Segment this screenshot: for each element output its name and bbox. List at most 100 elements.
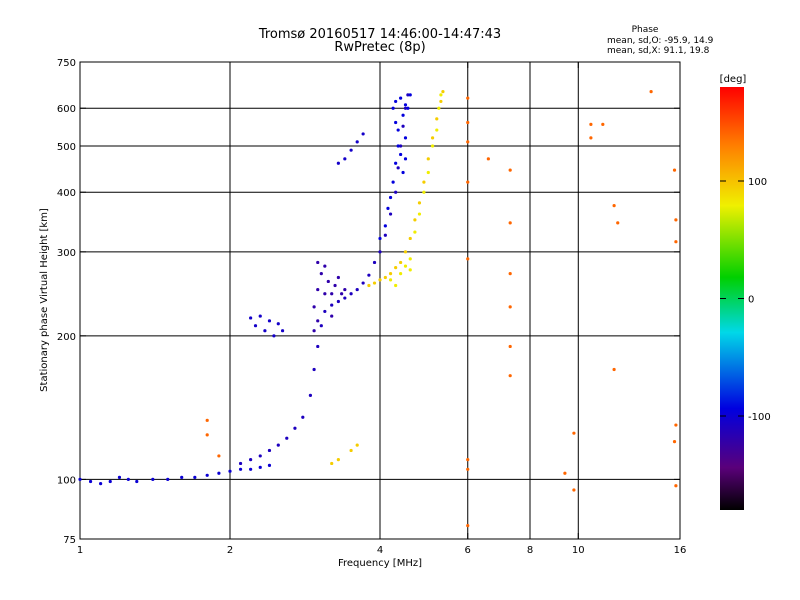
data-point — [403, 103, 408, 107]
data-point — [466, 524, 470, 528]
data-point — [378, 278, 382, 282]
data-point — [601, 122, 605, 126]
data-point — [403, 157, 408, 161]
colorbar-tick-label: -100 — [748, 412, 771, 423]
data-point — [238, 467, 243, 471]
data-point — [403, 136, 408, 140]
data-point — [417, 212, 422, 216]
data-point — [394, 161, 398, 165]
data-point — [396, 144, 400, 148]
y-axis-label: Stationary phase Virtual Height [km] — [39, 208, 50, 392]
data-point — [674, 218, 678, 222]
data-point — [267, 319, 272, 323]
data-point — [399, 144, 403, 148]
data-point — [258, 465, 262, 469]
data-point — [466, 257, 470, 261]
data-point — [340, 292, 344, 296]
data-point — [413, 218, 417, 222]
data-point — [674, 240, 678, 244]
data-point — [349, 448, 353, 453]
data-point — [267, 448, 272, 453]
data-point — [319, 324, 323, 328]
data-point — [508, 221, 512, 225]
data-point — [486, 157, 490, 161]
data-point — [205, 418, 209, 422]
data-point — [355, 140, 359, 144]
data-point — [401, 113, 405, 117]
y-tick-label: 300 — [57, 248, 76, 259]
data-point — [612, 203, 616, 208]
data-point — [403, 250, 408, 254]
data-point — [355, 443, 359, 447]
data-point — [674, 423, 678, 427]
y-tick-label: 100 — [57, 475, 76, 486]
data-point — [349, 292, 353, 296]
data-point — [672, 440, 677, 444]
y-tick-label: 200 — [57, 332, 76, 343]
data-point — [417, 201, 422, 205]
data-point — [330, 303, 334, 307]
data-point — [394, 99, 398, 104]
data-point — [508, 272, 512, 276]
data-point — [180, 475, 184, 479]
data-point — [394, 190, 398, 194]
data-point — [508, 374, 512, 378]
data-point — [267, 463, 272, 467]
data-point — [386, 206, 390, 210]
data-point — [612, 367, 616, 372]
colorbar-label: [deg] — [720, 74, 747, 85]
data-point — [508, 168, 512, 172]
data-point — [361, 281, 365, 285]
data-point — [217, 454, 221, 458]
data-point — [674, 484, 678, 488]
data-point — [349, 148, 353, 152]
data-point — [422, 190, 426, 194]
data-point — [422, 180, 426, 184]
data-point — [435, 128, 439, 132]
data-point — [316, 260, 320, 265]
data-point — [406, 106, 410, 110]
x-tick-label: 10 — [572, 545, 585, 556]
data-point — [276, 322, 280, 326]
data-point — [441, 90, 445, 94]
data-point — [399, 152, 403, 157]
data-point — [285, 436, 289, 440]
data-point — [426, 157, 430, 161]
data-point — [408, 268, 412, 272]
data-point — [263, 329, 267, 333]
data-point — [394, 283, 398, 288]
data-point — [361, 132, 365, 136]
data-point — [323, 292, 327, 296]
data-point — [249, 316, 253, 320]
data-point — [508, 344, 512, 349]
data-point — [301, 415, 305, 419]
stats-o-line: mean, sd,O: -95.9, 14.9 — [607, 36, 714, 46]
data-point — [466, 96, 470, 100]
data-point — [323, 309, 327, 314]
data-point — [466, 458, 470, 462]
data-point — [126, 477, 130, 482]
data-point — [108, 479, 112, 484]
data-points — [78, 90, 678, 528]
gridlines — [80, 62, 680, 539]
data-point — [399, 260, 403, 265]
data-point — [378, 236, 382, 241]
data-point — [399, 96, 403, 100]
data-point — [408, 93, 412, 97]
data-point — [372, 260, 377, 265]
data-point — [238, 461, 243, 466]
data-point — [253, 324, 258, 328]
data-point — [391, 180, 395, 184]
data-point — [343, 287, 347, 292]
data-point — [280, 329, 285, 333]
data-point — [430, 136, 435, 140]
data-point — [439, 93, 443, 97]
data-point — [249, 467, 253, 471]
data-point — [508, 305, 512, 309]
data-point — [336, 161, 340, 165]
data-point — [78, 477, 82, 482]
data-point — [330, 461, 334, 466]
chart-subtitle: RwPretec (8p) — [334, 40, 425, 55]
data-point — [388, 272, 393, 276]
y-tick-label: 750 — [57, 58, 76, 69]
